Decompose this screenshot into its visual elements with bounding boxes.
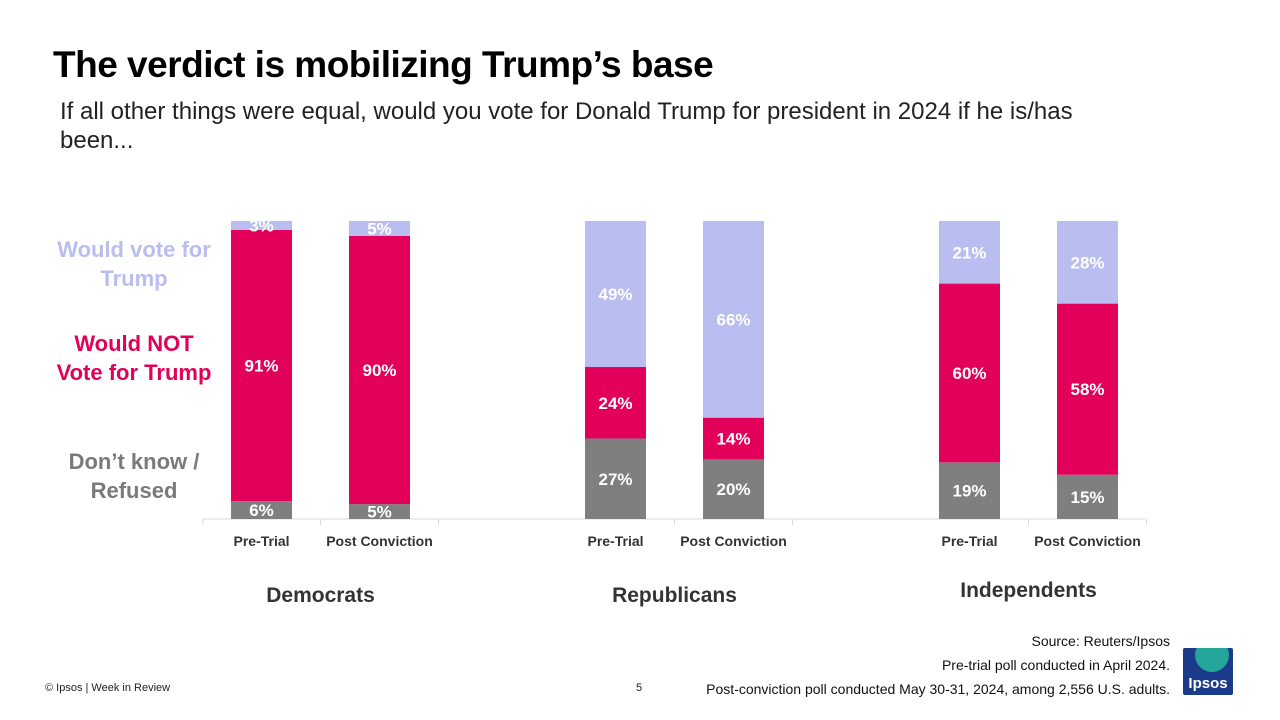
data-label: 27%	[598, 470, 632, 489]
bar-republicans-post-conviction-would_vote	[703, 221, 764, 418]
bar-democrats-post-conviction-dont_know	[349, 504, 410, 519]
legend-would-vote: Would vote for Trump	[57, 237, 211, 291]
group-label-independents: Independents	[960, 579, 1097, 602]
data-label: 28%	[1070, 253, 1104, 272]
data-label: 58%	[1070, 380, 1104, 399]
data-label: 90%	[362, 361, 396, 380]
bar-independents-post-conviction-dont_know	[1057, 474, 1118, 519]
x-tick-label: Pre-Trial	[941, 533, 997, 549]
legend-dont-know: Don’t know / Refused	[68, 449, 200, 503]
data-label: 91%	[244, 357, 278, 376]
data-label: 60%	[952, 364, 986, 383]
bar-republicans-post-conviction-would_not	[703, 417, 764, 460]
group-label-democrats: Democrats	[266, 584, 375, 607]
bar-democrats-post-conviction-would_not	[349, 235, 410, 505]
bar-republicans-pre-trial-dont_know	[585, 438, 646, 519]
data-label: 14%	[716, 430, 750, 449]
data-label: 20%	[716, 480, 750, 499]
data-label: 24%	[598, 394, 632, 413]
x-tick-label: Pre-Trial	[233, 533, 289, 549]
data-label: 15%	[1070, 488, 1104, 507]
slide-title: The verdict is mobilizing Trump’s base	[53, 44, 714, 85]
data-label: 49%	[598, 285, 632, 304]
bar-independents-pre-trial-would_not	[939, 283, 1000, 463]
ipsos-logo: Ipsos	[1183, 648, 1233, 695]
x-tick-label: Post Conviction	[326, 533, 433, 549]
source-line: Source: Reuters/Ipsos	[1031, 633, 1170, 649]
postconviction-note: Post-conviction poll conducted May 30-31…	[706, 681, 1170, 697]
bar-independents-post-conviction-would_not	[1057, 303, 1118, 475]
slide-subtitle: If all other things were equal, would yo…	[60, 98, 1073, 154]
data-label: 5%	[367, 503, 392, 522]
bar-republicans-post-conviction-dont_know	[703, 459, 764, 519]
bar-republicans-pre-trial-would_vote	[585, 221, 646, 368]
logo-text: Ipsos	[1188, 675, 1228, 692]
footer-copyright: © Ipsos | Week in Review	[45, 682, 171, 694]
bar-republicans-pre-trial-would_not	[585, 367, 646, 439]
data-label: 21%	[952, 243, 986, 262]
legend-would-not-vote: Would NOT Vote for Trump	[56, 331, 212, 385]
logo-arc-icon	[1195, 648, 1229, 672]
data-label: 6%	[249, 501, 274, 520]
data-label: 5%	[367, 219, 392, 238]
x-tick-label: Pre-Trial	[587, 533, 643, 549]
group-label-republicans: Republicans	[612, 584, 737, 607]
bar-democrats-pre-trial-dont_know	[231, 501, 292, 519]
bar-independents-pre-trial-dont_know	[939, 462, 1000, 519]
data-label: 66%	[716, 310, 750, 329]
bar-independents-post-conviction-would_vote	[1057, 221, 1118, 304]
pretrial-note: Pre-trial poll conducted in April 2024.	[941, 657, 1170, 673]
data-label: 19%	[952, 482, 986, 501]
bar-democrats-pre-trial-would_vote	[231, 221, 292, 230]
bar-democrats-post-conviction-would_vote	[349, 221, 410, 236]
x-tick-label: Post Conviction	[680, 533, 787, 549]
bar-democrats-pre-trial-would_not	[231, 229, 292, 502]
x-tick-label: Post Conviction	[1034, 533, 1141, 549]
page-number: 5	[636, 682, 643, 694]
data-label: 3%	[249, 216, 274, 235]
bar-independents-pre-trial-would_vote	[939, 221, 1000, 284]
